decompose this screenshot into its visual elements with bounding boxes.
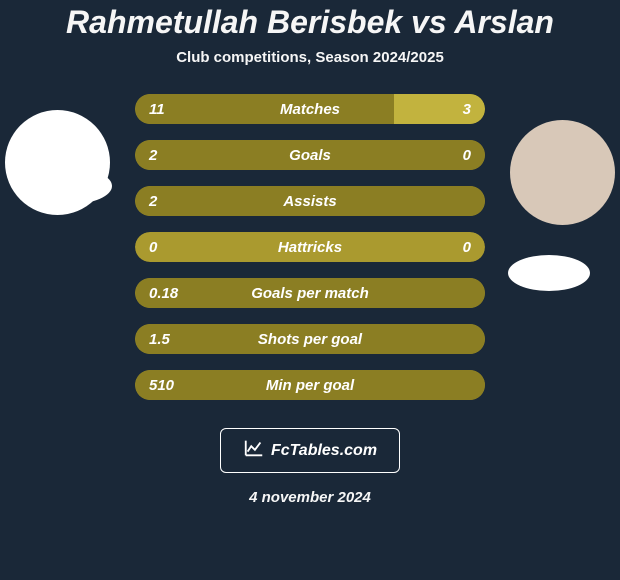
avatar-placeholder bbox=[510, 120, 615, 225]
stat-row: 0.18Goals per match bbox=[135, 278, 485, 308]
bar-labels: 0.18Goals per match bbox=[135, 278, 485, 308]
stat-row: 11Matches3 bbox=[135, 94, 485, 124]
bar-labels: 2Goals0 bbox=[135, 140, 485, 170]
stat-label: Shots per goal bbox=[189, 331, 431, 348]
player-right-flag bbox=[508, 255, 590, 291]
stat-label: Matches bbox=[189, 101, 431, 118]
fctables-logo: FcTables.com bbox=[220, 428, 400, 473]
stat-row: 2Assists bbox=[135, 186, 485, 216]
page-title: Rahmetullah Berisbek vs Arslan bbox=[66, 4, 554, 41]
avatar-placeholder bbox=[5, 110, 110, 215]
stat-left-value: 510 bbox=[149, 377, 189, 394]
stat-right-value: 0 bbox=[431, 147, 471, 164]
stat-row: 510Min per goal bbox=[135, 370, 485, 400]
stat-bars: 11Matches32Goals02Assists0Hattricks00.18… bbox=[135, 94, 485, 400]
stat-label: Goals bbox=[189, 147, 431, 164]
comparison-card: Rahmetullah Berisbek vs Arslan Club comp… bbox=[0, 0, 620, 580]
date-label: 4 november 2024 bbox=[249, 489, 371, 506]
stat-label: Min per goal bbox=[189, 377, 431, 394]
stat-left-value: 2 bbox=[149, 147, 189, 164]
subtitle: Club competitions, Season 2024/2025 bbox=[176, 49, 444, 66]
stat-label: Goals per match bbox=[189, 285, 431, 302]
stat-row: 2Goals0 bbox=[135, 140, 485, 170]
stat-row: 0Hattricks0 bbox=[135, 232, 485, 262]
chart-icon bbox=[243, 437, 265, 464]
stat-row: 1.5Shots per goal bbox=[135, 324, 485, 354]
player-left-flag bbox=[30, 168, 112, 204]
stat-left-value: 0 bbox=[149, 239, 189, 256]
bar-labels: 1.5Shots per goal bbox=[135, 324, 485, 354]
stat-left-value: 0.18 bbox=[149, 285, 189, 302]
stat-left-value: 2 bbox=[149, 193, 189, 210]
logo-text: FcTables.com bbox=[271, 442, 377, 460]
player-left-avatar bbox=[5, 110, 110, 215]
stat-label: Hattricks bbox=[189, 239, 431, 256]
stat-right-value: 0 bbox=[431, 239, 471, 256]
bar-labels: 2Assists bbox=[135, 186, 485, 216]
player-right-avatar bbox=[510, 120, 615, 225]
bar-labels: 0Hattricks0 bbox=[135, 232, 485, 262]
stat-left-value: 1.5 bbox=[149, 331, 189, 348]
bar-labels: 510Min per goal bbox=[135, 370, 485, 400]
bar-labels: 11Matches3 bbox=[135, 94, 485, 124]
stat-label: Assists bbox=[189, 193, 431, 210]
stat-right-value: 3 bbox=[431, 101, 471, 118]
stat-left-value: 11 bbox=[149, 101, 189, 118]
